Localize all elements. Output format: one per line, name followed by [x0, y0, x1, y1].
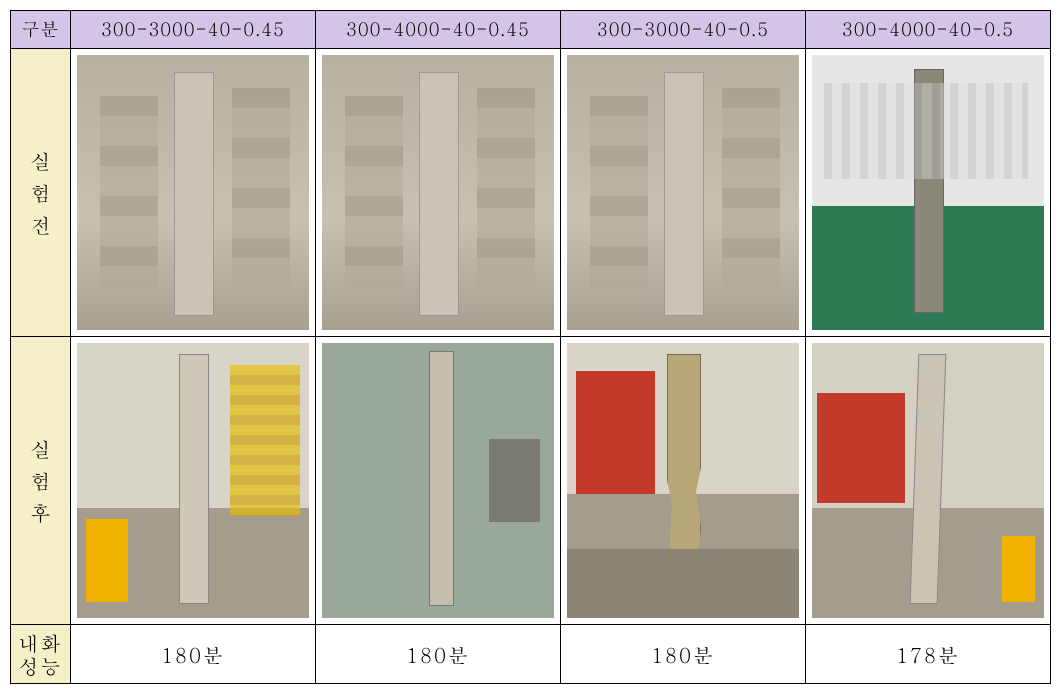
after-img-3: [806, 337, 1051, 625]
before-img-1: [316, 49, 561, 337]
column-furnace-photo: [77, 55, 309, 330]
column-after-lab-photo: [77, 343, 309, 618]
col-spec-3: 300-4000-40-0.5: [806, 11, 1051, 49]
column-after-wall-photo: [322, 343, 554, 618]
header-row: 구분 300-3000-40-0.45 300-4000-40-0.45 300…: [11, 11, 1051, 49]
before-img-3: [806, 49, 1051, 337]
column-damaged-photo: [567, 343, 799, 618]
fireperf-3: 178분: [806, 625, 1051, 684]
after-img-1: [316, 337, 561, 625]
column-warehouse-photo: [812, 55, 1044, 330]
col-spec-0: 300-3000-40-0.45: [71, 11, 316, 49]
fireperf-1: 180분: [316, 625, 561, 684]
before-img-0: [71, 49, 316, 337]
row-fireperf-label: 내화성능: [11, 625, 71, 684]
column-furnace-photo: [567, 55, 799, 330]
header-category-label: 구분: [11, 11, 71, 49]
row-after-label: 실험후: [11, 337, 71, 625]
fire-test-results-table: 구분 300-3000-40-0.45 300-4000-40-0.45 300…: [10, 10, 1051, 684]
before-img-2: [561, 49, 806, 337]
row-after: 실험후: [11, 337, 1051, 625]
row-before-label: 실험전: [11, 49, 71, 337]
col-spec-1: 300-4000-40-0.45: [316, 11, 561, 49]
fireperf-0: 180분: [71, 625, 316, 684]
row-fire-performance: 내화성능 180분 180분 180분 178분: [11, 625, 1051, 684]
column-furnace-photo: [322, 55, 554, 330]
after-img-0: [71, 337, 316, 625]
row-before: 실험전: [11, 49, 1051, 337]
col-spec-2: 300-3000-40-0.5: [561, 11, 806, 49]
fireperf-2: 180분: [561, 625, 806, 684]
after-img-2: [561, 337, 806, 625]
column-damaged-photo: [812, 343, 1044, 618]
